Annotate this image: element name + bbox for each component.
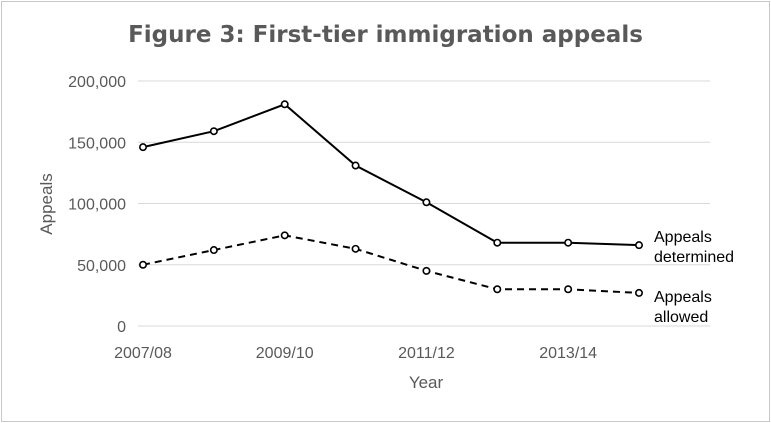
data-point <box>564 238 573 247</box>
y-tick-label: 0 <box>117 319 126 336</box>
data-point <box>564 285 573 294</box>
data-point <box>209 127 218 136</box>
series-label: determined <box>654 249 734 266</box>
y-tick-label: 200,000 <box>68 74 126 91</box>
y-tick-label: 100,000 <box>68 197 126 214</box>
data-point <box>280 231 289 240</box>
data-point <box>422 198 431 207</box>
data-point <box>209 246 218 255</box>
data-point <box>351 244 360 253</box>
data-point <box>351 161 360 170</box>
y-tick-label: 150,000 <box>68 135 126 152</box>
series-line-appeals-determined <box>142 103 640 247</box>
data-point <box>634 288 643 297</box>
x-tick-label: 2013/14 <box>539 345 597 362</box>
data-point <box>139 143 148 152</box>
x-tick-label: 2007/08 <box>114 345 172 362</box>
x-tick-label: 2011/12 <box>398 345 455 362</box>
series-label: Appeals <box>654 229 712 246</box>
x-tick-label: 2009/10 <box>256 345 314 362</box>
data-point <box>634 241 643 250</box>
y-axis-label: Appeals <box>37 173 56 234</box>
data-point <box>493 285 502 294</box>
x-axis-label: Year <box>409 373 444 392</box>
series-line-appeals-allowed <box>142 234 640 294</box>
data-point <box>139 260 148 269</box>
data-point <box>422 266 431 275</box>
series-label: allowed <box>654 309 708 326</box>
series-label: Appeals <box>654 289 712 306</box>
chart-title: Figure 3: First-tier immigration appeals <box>128 22 643 48</box>
data-point <box>280 100 289 109</box>
y-tick-label: 50,000 <box>77 258 126 275</box>
data-point <box>493 238 502 247</box>
